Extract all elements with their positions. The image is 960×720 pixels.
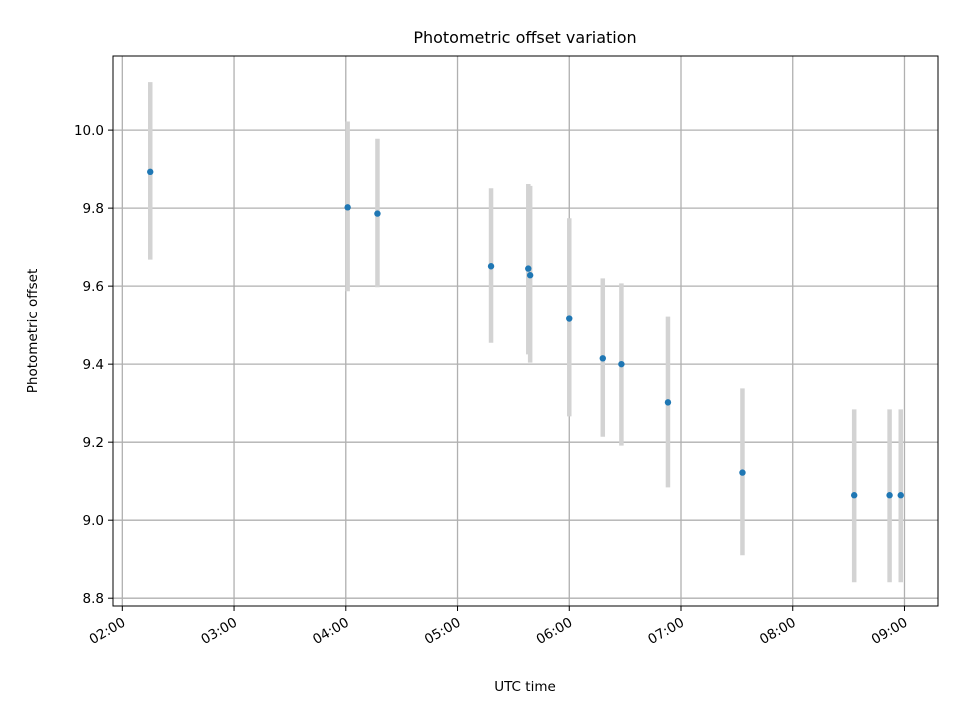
- y-tick-label: 9.6: [83, 279, 104, 295]
- y-axis-label: Photometric offset: [25, 269, 41, 393]
- x-axis-label: UTC time: [494, 679, 556, 695]
- data-point: [487, 263, 495, 270]
- data-point: [525, 265, 532, 272]
- data-point: [526, 272, 534, 279]
- y-tick-label: 9.8: [83, 201, 104, 217]
- data-point: [344, 204, 351, 211]
- data-point: [886, 492, 893, 499]
- chart-title: Photometric offset variation: [413, 28, 636, 47]
- data-points: [147, 168, 904, 499]
- data-point: [374, 210, 381, 217]
- y-tick-label: 9.0: [83, 513, 104, 529]
- data-point: [850, 492, 858, 499]
- y-tick-label: 9.2: [83, 435, 104, 451]
- data-point: [739, 469, 746, 476]
- data-point: [599, 355, 606, 362]
- y-tick-label: 10.0: [74, 123, 104, 139]
- data-point: [147, 168, 154, 176]
- data-point: [618, 360, 625, 368]
- data-point: [664, 399, 672, 406]
- y-ticks: 8.8 9.0 9.2 9.4 9.6 9.8 10.0: [74, 123, 113, 607]
- plot-frame: [112, 55, 939, 607]
- data-point: [566, 315, 573, 322]
- data-point: [897, 492, 904, 499]
- y-tick-label: 9.4: [83, 357, 104, 373]
- y-tick-label: 8.8: [83, 591, 104, 607]
